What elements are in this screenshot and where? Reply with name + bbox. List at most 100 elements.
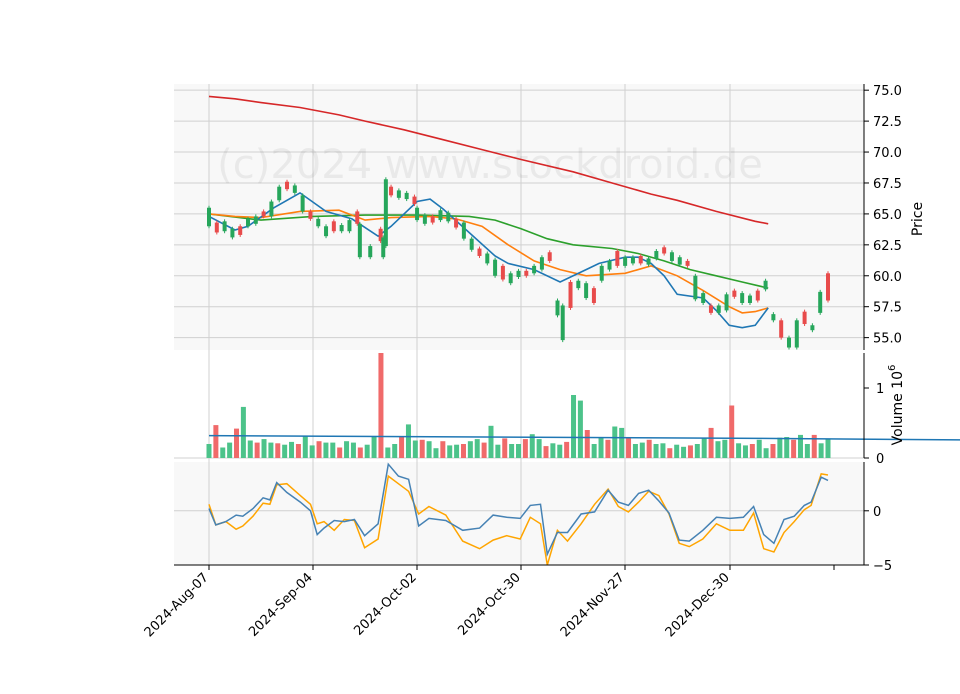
volume-bar [427, 441, 432, 458]
candle-body [501, 266, 505, 280]
volume-bar [495, 445, 500, 458]
volume-bar [447, 445, 452, 458]
candle-body [477, 249, 481, 256]
candle-body [423, 215, 427, 224]
candle-body [556, 301, 560, 316]
volume-bar [241, 407, 246, 458]
candle-body [308, 211, 312, 218]
volume-bar [626, 438, 631, 458]
volume-bar [420, 440, 425, 458]
candle-body [795, 320, 799, 347]
volume-bar [289, 442, 294, 458]
volume-bar [722, 440, 727, 458]
candle-body [389, 187, 393, 196]
volume-bar [330, 443, 335, 458]
volume-bar [805, 444, 810, 458]
candle-body [717, 305, 721, 312]
volume-bar [557, 445, 562, 458]
volume-bar [770, 444, 775, 458]
candle-body [446, 213, 450, 222]
candle-body [592, 288, 596, 303]
candle-body [756, 291, 760, 301]
candle-body [709, 305, 713, 312]
candle-body [639, 256, 643, 263]
volume-bar [695, 444, 700, 458]
candle-body [384, 179, 388, 246]
volume-ytick-label: 1 [876, 382, 884, 397]
volume-bar [571, 395, 576, 458]
volume-bar [303, 436, 308, 458]
volume-bar [660, 443, 665, 458]
candle-body [269, 202, 273, 217]
candle-body [670, 252, 674, 261]
candle-body [215, 223, 219, 233]
price-ytick-label: 70.0 [873, 146, 902, 161]
volume-bar [585, 430, 590, 458]
volume-bar [488, 426, 493, 458]
volume-bar [454, 445, 459, 458]
x-tick-label: 2024-Aug-07 [142, 570, 212, 640]
volume-bar [433, 448, 438, 458]
volume-bar [826, 439, 831, 458]
price-ytick-label: 55.0 [873, 332, 902, 347]
candle-body [779, 320, 783, 337]
volume-bar [715, 441, 720, 458]
volume-bar [647, 440, 652, 458]
volume-bar [323, 443, 328, 458]
volume-bar [392, 444, 397, 458]
candle-body [405, 193, 409, 199]
candle-body [803, 312, 807, 324]
svg-text:Volume 106: Volume 106 [887, 365, 906, 446]
candle-body [818, 292, 822, 313]
candle-body [662, 247, 666, 253]
price-ytick-label: 60.0 [873, 270, 902, 285]
volume-bar [213, 425, 218, 458]
volume-bar [378, 353, 383, 458]
candle-body [540, 257, 544, 269]
candle-body [654, 251, 658, 258]
volume-bar [619, 428, 624, 458]
price-ytick-label: 65.0 [873, 208, 902, 223]
volume-bar [757, 440, 762, 458]
candle-body [368, 246, 372, 257]
candle-body [347, 220, 351, 231]
volume-label-text: Volume [890, 393, 906, 445]
volume-bar [282, 445, 287, 458]
osc-ytick-label: 0 [873, 505, 881, 520]
volume-bar [207, 444, 212, 458]
volume-bar [468, 441, 473, 458]
candle-body [584, 283, 588, 298]
volume-bar [344, 441, 349, 458]
volume-bar [255, 443, 260, 458]
volume-bar [784, 437, 789, 458]
volume-bar [399, 437, 404, 458]
candle-body [412, 197, 416, 204]
volume-bar [220, 448, 225, 459]
volume-bar [365, 445, 370, 458]
volume-bar [640, 443, 645, 458]
candle-body [462, 223, 466, 239]
x-tick-label: 2024-Nov-27 [558, 570, 628, 640]
candle-body [285, 182, 289, 189]
volume-bar [564, 442, 569, 458]
candle-body [431, 216, 435, 222]
candle-body [623, 257, 627, 266]
oscillator-panel-bg [174, 462, 864, 565]
volume-bar [523, 439, 528, 458]
candle-body [470, 239, 474, 250]
price-ytick-label: 75.0 [873, 84, 902, 99]
volume-bar [385, 448, 390, 459]
candle-body [647, 258, 651, 264]
candle-body [686, 261, 690, 266]
candle-body [740, 293, 744, 303]
candle-body [454, 219, 458, 228]
volume-bar [612, 427, 617, 459]
volume-bar [605, 440, 610, 458]
volume-bar [509, 444, 514, 458]
candle-body [826, 273, 830, 300]
candle-body [301, 195, 305, 211]
x-tick-label: 2024-Sep-04 [246, 570, 316, 640]
price-ytick-label: 57.5 [873, 301, 902, 316]
